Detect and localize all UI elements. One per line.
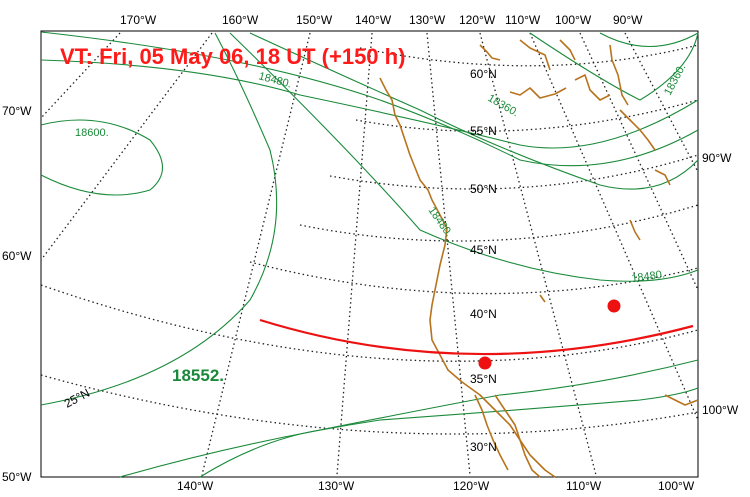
valid-time-title: VT: Fri, 05 May 06, 18 UT (+150 h) bbox=[60, 44, 405, 69]
trajectory-point-start bbox=[478, 356, 492, 370]
trajectory-line bbox=[259, 318, 694, 356]
top-lon-label: 120°W bbox=[459, 13, 496, 27]
top-lon-label: 150°W bbox=[296, 13, 333, 27]
trajectory-point-end bbox=[607, 299, 621, 313]
left-lon-label: 50°W bbox=[2, 470, 32, 484]
meridian-lines bbox=[40, 32, 699, 476]
right-lon-label: 90°W bbox=[702, 151, 732, 165]
center-height-value: 18552. bbox=[172, 366, 224, 385]
height-contours bbox=[40, 31, 699, 478]
bottom-lon-label: 130°W bbox=[318, 479, 355, 493]
contour-label: 18480. bbox=[631, 268, 666, 285]
left-lon-label: 60°W bbox=[2, 249, 32, 263]
top-lon-label: 160°W bbox=[222, 13, 259, 27]
left-lon-label: 70°W bbox=[2, 104, 32, 118]
lat-label: 40°N bbox=[470, 307, 497, 321]
map-frame bbox=[40, 30, 699, 478]
lat-label: 30°N bbox=[470, 440, 497, 454]
top-lon-label: 170°W bbox=[120, 13, 157, 27]
top-lon-label: 130°W bbox=[409, 13, 446, 27]
bottom-lon-label: 110°W bbox=[566, 479, 602, 493]
contour-label: 18600. bbox=[75, 127, 109, 139]
top-lon-label: 100°W bbox=[555, 13, 592, 27]
lat-label: 35°N bbox=[470, 372, 497, 386]
top-lon-label: 110°W bbox=[505, 13, 541, 27]
bottom-lon-label: 120°W bbox=[453, 479, 490, 493]
right-lon-label: 100°W bbox=[702, 403, 739, 417]
bottom-lon-label: 140°W bbox=[177, 479, 214, 493]
bottom-lon-label: 100°W bbox=[658, 479, 695, 493]
lat-label: 55°N bbox=[470, 124, 497, 138]
lat-label: 60°N bbox=[470, 67, 497, 81]
lat-label: 50°N bbox=[470, 182, 497, 196]
top-lon-label: 90°W bbox=[613, 13, 643, 27]
top-lon-label: 140°W bbox=[355, 13, 392, 27]
coastline bbox=[379, 39, 699, 478]
lat-label: 45°N bbox=[470, 243, 497, 257]
